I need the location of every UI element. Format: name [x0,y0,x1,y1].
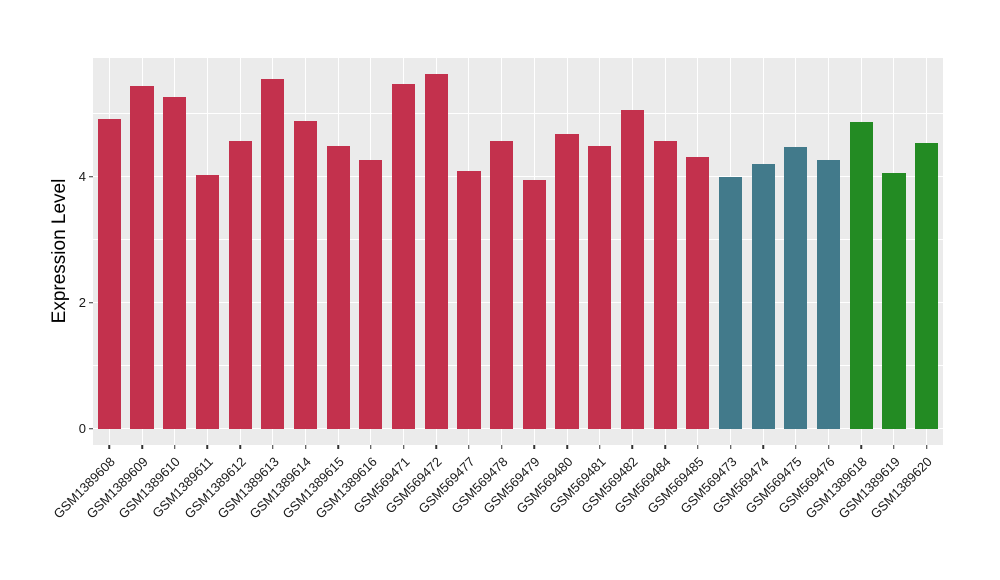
bar-GSM1389611 [195,174,219,429]
bar-slot [355,58,388,445]
bar-GSM1389614 [293,121,318,429]
y-tick-label: 2 [78,294,86,310]
x-tick-mark [173,445,176,449]
bar-slot [812,58,845,445]
bar-GSM569482 [620,110,644,429]
bar-slot [158,58,191,445]
bar-GSM569474 [751,163,775,429]
bar-GSM569485 [686,156,710,429]
x-tick-mark [827,445,830,449]
x-tick-mark [697,445,699,449]
bar-slot [485,58,518,445]
bar-slot [191,58,224,445]
bar-slot [126,58,159,445]
bar-GSM1389610 [163,96,187,429]
bar-GSM569479 [522,179,546,429]
bar-slot [878,58,911,445]
bar-slot [256,58,289,445]
bar-GSM1389612 [228,140,252,429]
bar-slot [747,58,780,445]
x-tick-mark [370,445,372,449]
bar-slot [714,58,747,445]
bar-GSM1389613 [261,78,285,429]
bar-slot [845,58,878,445]
bar-slot [583,58,616,445]
bar-slot [518,58,551,445]
bar-GSM1389619 [882,172,906,429]
bar-slot [551,58,584,445]
bar-slot [910,58,943,445]
y-tick-mark [89,427,93,430]
x-tick-mark [108,445,111,449]
bar-slot [224,58,257,445]
bar-slot [649,58,682,445]
bar-GSM1389620 [915,143,939,429]
bar-GSM569480 [555,134,579,429]
bar-GSM569476 [816,159,841,429]
x-tick-mark [893,445,895,449]
x-tick-mark [206,445,209,449]
x-tick-mark [762,445,764,449]
bar-slot [453,58,486,445]
bar-GSM569471 [391,83,416,429]
bar-GSM1389615 [326,146,350,429]
x-tick-mark [925,445,928,449]
y-tick-mark [89,301,93,304]
y-minor-gridline [93,239,943,240]
y-tick-mark [89,175,93,178]
x-tick-mark [729,445,732,449]
x-tick-mark [239,445,241,449]
x-tick-mark [860,445,863,449]
bar-GSM569472 [424,74,448,429]
bar-GSM1389609 [130,86,154,429]
bar-slot [681,58,714,445]
bar-GSM1389608 [97,118,121,429]
bar-GSM569481 [588,146,612,429]
y-minor-gridline [93,365,943,366]
y-tick-label: 4 [78,168,86,184]
bar-slot [322,58,355,445]
x-tick-mark [402,445,405,449]
y-major-gridline [93,301,943,304]
x-tick-mark [533,445,536,449]
y-minor-gridline [93,113,943,114]
x-tick-mark [468,445,470,449]
x-tick-mark [304,445,307,449]
bar-GSM569478 [490,141,514,429]
bar-slot [420,58,453,445]
x-tick-mark [566,445,568,449]
bar-slot [289,58,322,445]
bar-GSM569475 [784,146,808,429]
x-tick-mark [795,445,797,449]
x-tick-mark [631,445,634,449]
x-tick-mark [500,445,503,449]
bar-GSM569477 [457,171,481,429]
x-tick-mark [141,445,143,449]
bar-slot [93,58,126,445]
y-major-gridline [93,175,943,178]
x-tick-mark [272,445,274,449]
x-tick-mark [664,445,666,449]
bar-slot [387,58,420,445]
x-tick-mark [337,445,339,449]
y-tick-label: 0 [78,420,86,436]
bar-GSM1389616 [359,159,383,429]
bar-slot [616,58,649,445]
bar-GSM569473 [718,176,743,429]
bar-slot [780,58,813,445]
x-tick-mark [598,445,601,449]
x-tick-mark [435,445,438,449]
y-major-gridline [93,427,943,430]
bar-GSM1389618 [849,121,873,429]
bar-GSM569484 [653,140,677,429]
plot-panel [93,58,943,445]
